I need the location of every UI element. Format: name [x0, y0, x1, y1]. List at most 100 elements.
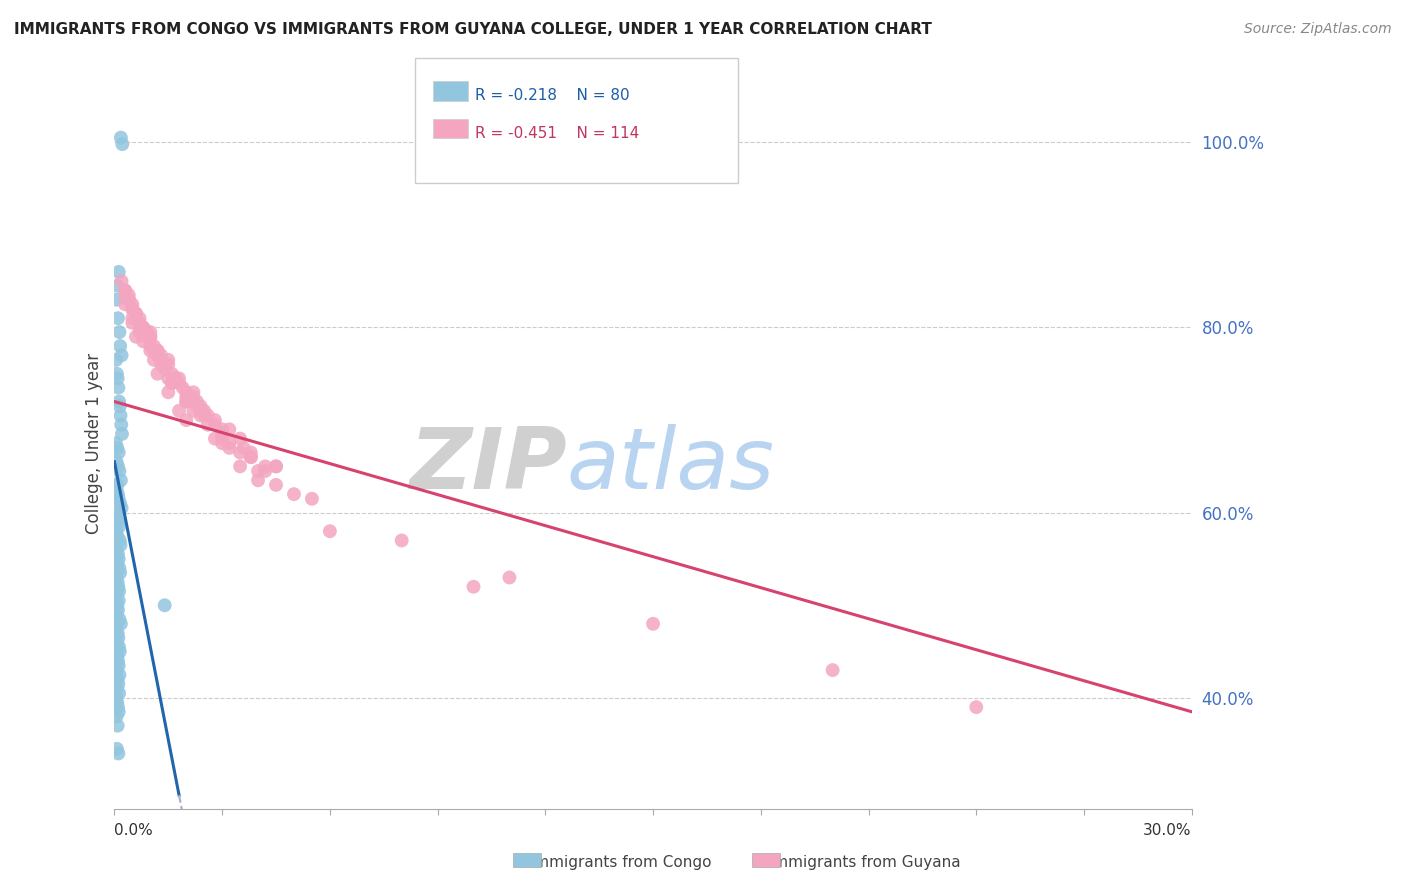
- Point: [186, 399, 208, 413]
- Point: [105, 529, 128, 543]
- Text: Immigrants from Guyana: Immigrants from Guyana: [759, 855, 960, 870]
- Point: [105, 696, 128, 710]
- Point: [183, 385, 205, 400]
- Point: [107, 515, 129, 529]
- Point: [128, 325, 150, 339]
- Text: atlas: atlas: [567, 424, 775, 507]
- Point: [174, 394, 197, 409]
- Point: [146, 343, 169, 358]
- Point: [110, 538, 132, 552]
- Point: [107, 593, 129, 607]
- Point: [107, 580, 129, 594]
- Point: [239, 450, 262, 464]
- Point: [172, 381, 194, 395]
- Point: [641, 616, 664, 631]
- Text: Source: ZipAtlas.com: Source: ZipAtlas.com: [1244, 22, 1392, 37]
- Point: [132, 320, 155, 334]
- Point: [190, 409, 212, 423]
- Point: [139, 329, 162, 343]
- Point: [264, 459, 287, 474]
- Point: [107, 719, 129, 733]
- Point: [121, 301, 143, 316]
- Point: [174, 394, 197, 409]
- Point: [114, 284, 136, 298]
- Point: [239, 445, 262, 459]
- Point: [132, 334, 155, 349]
- Point: [391, 533, 413, 548]
- Point: [105, 589, 128, 603]
- Point: [110, 616, 132, 631]
- Point: [107, 626, 129, 640]
- Point: [111, 137, 134, 152]
- Point: [108, 561, 131, 575]
- Point: [107, 510, 129, 524]
- Point: [114, 284, 136, 298]
- Point: [105, 278, 128, 293]
- Point: [254, 464, 277, 478]
- Point: [153, 358, 176, 372]
- Point: [125, 307, 148, 321]
- Point: [165, 371, 187, 385]
- Point: [167, 404, 190, 418]
- Point: [167, 376, 190, 390]
- Point: [174, 385, 197, 400]
- Point: [142, 339, 165, 353]
- Point: [160, 376, 183, 390]
- Point: [105, 478, 128, 492]
- Point: [107, 631, 129, 645]
- Point: [110, 130, 132, 145]
- Point: [110, 409, 132, 423]
- Point: [125, 329, 148, 343]
- Point: [174, 413, 197, 427]
- Point: [232, 441, 254, 455]
- Point: [107, 552, 129, 566]
- Point: [254, 459, 277, 474]
- Point: [108, 519, 131, 533]
- Point: [108, 394, 131, 409]
- Point: [218, 436, 240, 450]
- Point: [204, 432, 226, 446]
- Point: [239, 450, 262, 464]
- Point: [105, 441, 128, 455]
- Point: [204, 417, 226, 432]
- Point: [135, 329, 157, 343]
- Point: [108, 533, 131, 548]
- Point: [107, 654, 129, 668]
- Point: [157, 352, 180, 367]
- Point: [183, 390, 205, 404]
- Point: [118, 293, 141, 307]
- Point: [114, 297, 136, 311]
- Point: [135, 325, 157, 339]
- Point: [107, 459, 129, 474]
- Y-axis label: College, Under 1 year: College, Under 1 year: [86, 352, 103, 533]
- Point: [105, 483, 128, 497]
- Point: [283, 487, 305, 501]
- Point: [146, 343, 169, 358]
- Point: [128, 311, 150, 326]
- Point: [105, 709, 128, 723]
- Point: [107, 547, 129, 561]
- Point: [197, 409, 219, 423]
- Point: [105, 352, 128, 367]
- Point: [153, 358, 176, 372]
- Point: [264, 459, 287, 474]
- Point: [146, 348, 169, 362]
- Point: [211, 427, 233, 442]
- Point: [107, 603, 129, 617]
- Point: [107, 575, 129, 590]
- Point: [105, 455, 128, 469]
- Point: [105, 524, 128, 539]
- Point: [132, 320, 155, 334]
- Point: [108, 667, 131, 681]
- Point: [125, 307, 148, 321]
- Point: [107, 381, 129, 395]
- Point: [105, 681, 128, 696]
- Point: [319, 524, 342, 539]
- Point: [193, 409, 215, 423]
- Point: [108, 339, 131, 353]
- Point: [105, 293, 128, 307]
- Point: [114, 288, 136, 302]
- Point: [110, 274, 132, 288]
- Text: ZIP: ZIP: [409, 424, 567, 507]
- Point: [247, 464, 270, 478]
